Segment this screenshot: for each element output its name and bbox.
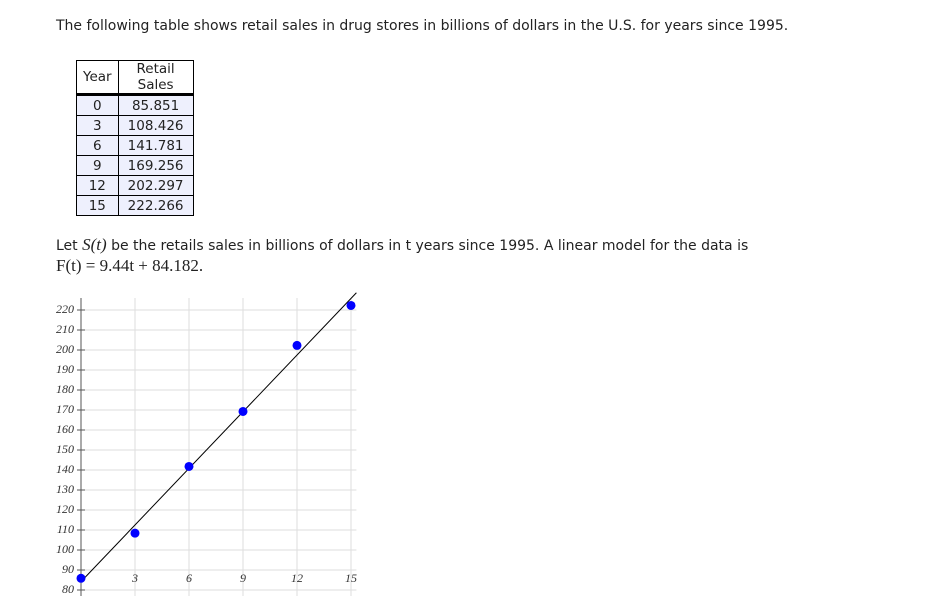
y-tick-label: 80 [62, 582, 74, 596]
x-tick-label: 6 [186, 571, 192, 585]
function: S(t) [82, 235, 107, 254]
model-text: Let S(t) be the retails sales in billion… [56, 235, 748, 255]
y-tick-label: 100 [56, 542, 74, 556]
table-cell: 222.266 [117, 195, 194, 216]
text: Let [56, 238, 78, 254]
x-tick-label: 12 [291, 571, 303, 585]
y-tick-label: 170 [56, 402, 74, 416]
y-tick-label: 180 [56, 382, 74, 396]
y-tick-label: 150 [56, 442, 74, 456]
table-cell: 3 [76, 115, 119, 136]
table-cell: 85.851 [117, 94, 194, 116]
formula: F(t) = 9.44t + 84.182. [56, 256, 204, 275]
table-row: 12 202.297 [76, 175, 194, 196]
y-tick-label: 200 [56, 342, 74, 356]
chart: 80 90 100 110 120 130 140 150 160 170 180 190 200 210… [56, 292, 357, 596]
y-tick-label: 220 [56, 302, 74, 316]
table-row: 15 222.266 [76, 195, 194, 216]
point [184, 461, 194, 471]
math: S(t) [82, 235, 107, 254]
y-tick-label: 160 [56, 422, 74, 436]
fit-line [80, 292, 357, 582]
table-cell: 108.426 [117, 115, 194, 136]
table-row: 0 85.851 [76, 94, 194, 116]
table-row: 9 169.256 [76, 155, 194, 176]
header-cell: Year [76, 60, 119, 96]
x-tick-label: 15 [345, 571, 357, 585]
table-cell: 12 [76, 175, 119, 196]
point [130, 528, 140, 538]
y-tick-label: 120 [56, 502, 74, 516]
y-tick-label: 130 [56, 482, 74, 496]
point [238, 406, 248, 416]
y-tick-label: 210 [56, 322, 74, 336]
table-cell: 169.256 [117, 155, 194, 176]
data-table: Year Retail Sales 0 85.851 3 108.426 6 141.781… [76, 60, 194, 216]
table-row: 3 108.426 [76, 115, 194, 136]
table-cell: 141.781 [117, 135, 194, 156]
header-cell: Retail Sales [117, 60, 194, 96]
table-cell: 0 [76, 94, 119, 116]
text: be the retails sales in billions of doll… [111, 238, 749, 254]
point [292, 340, 302, 350]
table-row: 6 141.781 [76, 135, 194, 156]
y-tick-label: 110 [57, 522, 74, 536]
point [346, 300, 356, 310]
x-tick-label: 3 [131, 571, 138, 585]
y-tick-label: 90 [62, 562, 74, 576]
intro: The following table shows retail sales i… [56, 18, 789, 34]
y-tick-label: 140 [56, 462, 74, 476]
y-tick-label: 190 [56, 362, 74, 376]
table-cell: 202.297 [117, 175, 194, 196]
table-cell: 15 [76, 195, 119, 216]
table-cell: 9 [76, 155, 119, 176]
x-tick-label: 9 [240, 571, 246, 585]
table-cell: 6 [76, 135, 119, 156]
point [76, 573, 86, 583]
